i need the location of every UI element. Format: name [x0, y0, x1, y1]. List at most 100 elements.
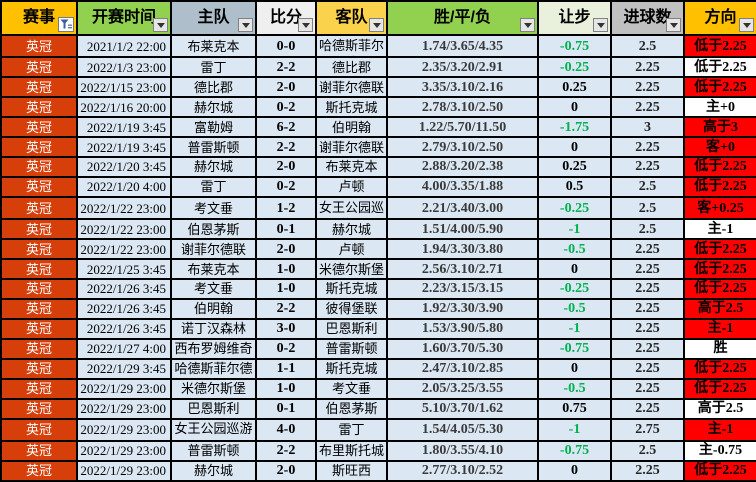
time-cell[interactable]: 2022/1/26 3:45	[76, 317, 172, 340]
odds-cell[interactable]: 2.78/3.10/2.50	[386, 96, 539, 119]
home-cell[interactable]: 伯恩茅斯	[170, 218, 257, 241]
goals-cell[interactable]: 2.25	[610, 459, 685, 482]
score-cell[interactable]: 0-0	[255, 33, 317, 59]
direction-cell[interactable]: 低于2.25	[683, 56, 756, 79]
filter-dropdown-button[interactable]	[520, 18, 535, 32]
away-cell[interactable]: 卢顿	[315, 238, 388, 261]
handicap-cell[interactable]: 0	[537, 136, 612, 158]
time-cell[interactable]: 2022/1/3 23:00	[76, 56, 172, 79]
direction-cell[interactable]: 低于2.25	[683, 258, 756, 280]
odds-cell[interactable]: 2.23/3.15/3.15	[386, 278, 539, 300]
away-cell[interactable]: 伯明翰	[315, 116, 388, 139]
odds-cell[interactable]: 1.51/4.00/5.90	[386, 218, 539, 241]
odds-cell[interactable]: 1.22/5.70/11.50	[386, 116, 539, 139]
away-cell[interactable]: 女王公园巡游者	[315, 195, 388, 221]
home-cell[interactable]: 女王公园巡游者	[170, 417, 257, 442]
away-cell[interactable]: 布莱克本	[315, 156, 388, 178]
home-cell[interactable]: 富勒姆	[170, 116, 257, 139]
league-cell[interactable]: 英冠	[0, 136, 78, 158]
handicap-cell[interactable]: -1	[537, 417, 612, 442]
direction-cell[interactable]: 主+0	[683, 96, 756, 119]
handicap-cell[interactable]: 0	[537, 459, 612, 482]
goals-cell[interactable]: 3	[610, 116, 685, 139]
league-cell[interactable]: 英冠	[0, 337, 78, 360]
direction-cell[interactable]: 低于2.25	[683, 278, 756, 300]
handicap-cell[interactable]: -0.25	[537, 278, 612, 300]
handicap-cell[interactable]: -0.5	[537, 377, 612, 400]
away-cell[interactable]: 哈德斯菲尔德	[315, 33, 388, 59]
home-cell[interactable]: 考文垂	[170, 278, 257, 300]
away-cell[interactable]: 谢菲尔德联	[315, 76, 388, 99]
away-cell[interactable]: 普雷斯顿	[315, 337, 388, 360]
away-cell[interactable]: 考文垂	[315, 377, 388, 400]
score-cell[interactable]: 0-2	[255, 337, 317, 360]
time-cell[interactable]: 2022/1/29 23:00	[76, 377, 172, 400]
score-cell[interactable]: 2-2	[255, 297, 317, 320]
handicap-cell[interactable]: 0	[537, 96, 612, 119]
odds-cell[interactable]: 4.00/3.35/1.88	[386, 175, 539, 198]
goals-cell[interactable]: 2.25	[610, 397, 685, 420]
league-cell[interactable]: 英冠	[0, 218, 78, 241]
goals-cell[interactable]: 2.25	[610, 156, 685, 178]
handicap-cell[interactable]: -1	[537, 218, 612, 241]
odds-cell[interactable]: 2.77/3.10/2.52	[386, 459, 539, 482]
goals-cell[interactable]: 2.5	[610, 439, 685, 462]
home-cell[interactable]: 布莱克本	[170, 33, 257, 59]
handicap-cell[interactable]: 0.75	[537, 397, 612, 420]
score-cell[interactable]: 1-0	[255, 377, 317, 400]
handicap-cell[interactable]: -0.5	[537, 238, 612, 261]
away-cell[interactable]: 谢菲尔德联	[315, 136, 388, 158]
home-cell[interactable]: 雷丁	[170, 175, 257, 198]
time-cell[interactable]: 2022/1/20 4:00	[76, 175, 172, 198]
time-cell[interactable]: 2022/1/26 3:45	[76, 278, 172, 300]
league-cell[interactable]: 英冠	[0, 238, 78, 261]
score-cell[interactable]: 1-2	[255, 195, 317, 221]
league-cell[interactable]: 英冠	[0, 317, 78, 340]
home-cell[interactable]: 考文垂	[170, 195, 257, 221]
handicap-cell[interactable]: -0.25	[537, 56, 612, 79]
away-cell[interactable]: 斯托克城	[315, 96, 388, 119]
time-cell[interactable]: 2022/1/22 23:00	[76, 218, 172, 241]
league-cell[interactable]: 英冠	[0, 156, 78, 178]
direction-cell[interactable]: 主-0.75	[683, 439, 756, 462]
handicap-cell[interactable]: -0.25	[537, 195, 612, 221]
away-cell[interactable]: 赫尔城	[315, 218, 388, 241]
home-cell[interactable]: 布莱克本	[170, 258, 257, 280]
league-cell[interactable]: 英冠	[0, 439, 78, 462]
direction-cell[interactable]: 主-1	[683, 218, 756, 241]
odds-cell[interactable]: 1.92/3.30/3.90	[386, 297, 539, 320]
score-cell[interactable]: 6-2	[255, 116, 317, 139]
goals-cell[interactable]: 2.25	[610, 357, 685, 380]
league-cell[interactable]: 英冠	[0, 459, 78, 482]
handicap-cell[interactable]: -1	[537, 317, 612, 340]
odds-cell[interactable]: 2.47/3.10/2.85	[386, 357, 539, 380]
score-cell[interactable]: 3-0	[255, 317, 317, 340]
handicap-cell[interactable]: 0.5	[537, 175, 612, 198]
home-cell[interactable]: 西布罗姆维奇	[170, 337, 257, 360]
goals-cell[interactable]: 2.25	[610, 377, 685, 400]
league-cell[interactable]: 英冠	[0, 195, 78, 221]
away-cell[interactable]: 斯托克城	[315, 278, 388, 300]
goals-cell[interactable]: 2.25	[610, 258, 685, 280]
time-cell[interactable]: 2022/1/19 3:45	[76, 116, 172, 139]
time-cell[interactable]: 2022/1/29 23:00	[76, 417, 172, 442]
odds-cell[interactable]: 1.54/4.05/5.30	[386, 417, 539, 442]
odds-cell[interactable]: 1.94/3.30/3.80	[386, 238, 539, 261]
time-cell[interactable]: 2022/1/26 3:45	[76, 297, 172, 320]
score-cell[interactable]: 2-0	[255, 76, 317, 99]
odds-cell[interactable]: 2.79/3.10/2.50	[386, 136, 539, 158]
league-cell[interactable]: 英冠	[0, 397, 78, 420]
time-cell[interactable]: 2022/1/16 20:00	[76, 96, 172, 119]
away-cell[interactable]: 巴恩斯利	[315, 317, 388, 340]
direction-cell[interactable]: 高于2.5	[683, 297, 756, 320]
handicap-cell[interactable]: -1.75	[537, 116, 612, 139]
filter-dropdown-button[interactable]	[238, 18, 253, 32]
direction-cell[interactable]: 主-1	[683, 317, 756, 340]
league-cell[interactable]: 英冠	[0, 278, 78, 300]
filter-button-active[interactable]	[58, 17, 74, 32]
time-cell[interactable]: 2022/1/27 4:00	[76, 337, 172, 360]
league-cell[interactable]: 英冠	[0, 357, 78, 380]
away-cell[interactable]: 彼得堡联	[315, 297, 388, 320]
direction-cell[interactable]: 低于2.25	[683, 76, 756, 99]
direction-cell[interactable]: 胜	[683, 337, 756, 360]
